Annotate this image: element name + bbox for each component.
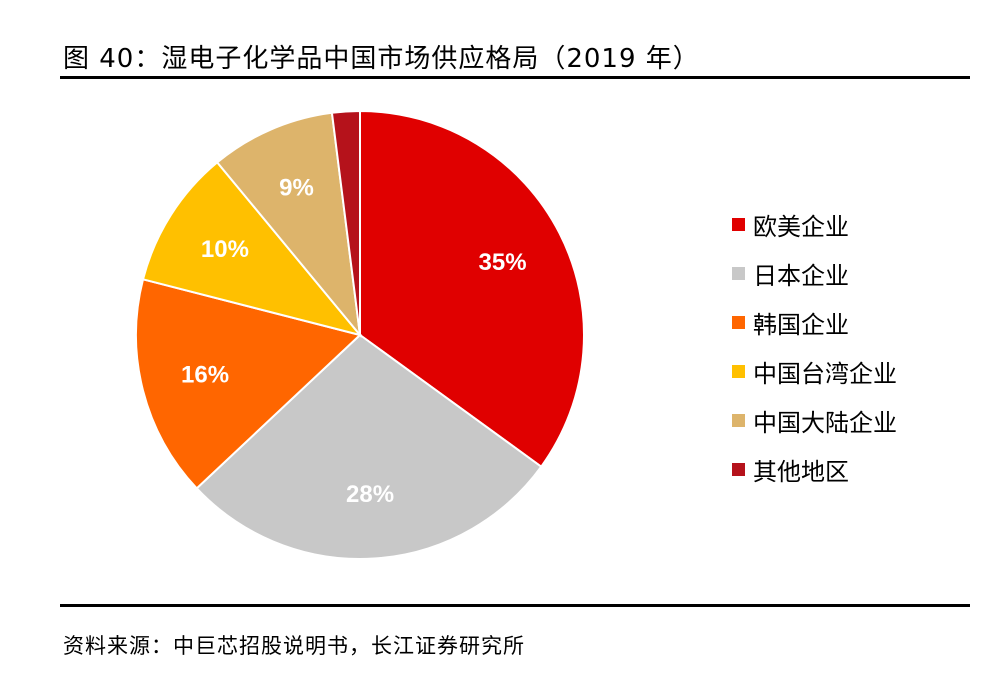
pie-slice-2: [135, 278, 363, 490]
legend-item-2: 韩国企业: [732, 298, 897, 347]
pie-slice-4: [215, 111, 362, 339]
legend-swatch-2: [732, 316, 745, 329]
legend-swatch-5: [732, 463, 745, 476]
slice-label-4: 9%: [279, 175, 314, 202]
legend-swatch-4: [732, 414, 745, 427]
chart-legend: 欧美企业日本企业韩国企业中国台湾企业 中国大陆企业 其他地区: [732, 200, 897, 494]
pie-slice-3: [141, 160, 363, 337]
legend-item-5: 其他地区: [732, 445, 897, 494]
bottom-rule: [60, 604, 970, 607]
slice-label-3: 10%: [201, 236, 249, 263]
figure-title: 图 40：湿电子化学品中国市场供应格局（2019 年）: [63, 44, 700, 74]
legend-swatch-0: [732, 218, 745, 231]
slice-label-1: 28%: [346, 481, 394, 508]
pie-slice-0: [359, 109, 585, 469]
legend-label-5: 其他地区: [753, 458, 849, 486]
source-note: 资料来源：中巨芯招股说明书，长江证券研究所: [63, 634, 525, 658]
top-rule: [60, 76, 970, 79]
legend-label-1: 日本企业: [753, 262, 849, 290]
slice-label-2: 16%: [181, 361, 229, 388]
legend-item-4: 中国大陆企业: [732, 396, 897, 445]
legend-swatch-1: [732, 267, 745, 280]
pie-slice-1: [195, 333, 543, 560]
legend-item-3: 中国台湾企业: [732, 347, 897, 396]
legend-label-4: 中国大陆企业: [753, 409, 897, 437]
legend-swatch-3: [732, 365, 745, 378]
legend-label-2: 韩国企业: [753, 311, 849, 339]
legend-label-3: 中国台湾企业: [753, 360, 897, 388]
legend-item-1: 日本企业: [732, 249, 897, 298]
legend-label-0: 欧美企业: [753, 213, 849, 241]
pie-slice-5: [330, 109, 361, 336]
slice-label-0: 35%: [479, 249, 527, 276]
legend-item-0: 欧美企业: [732, 200, 897, 249]
